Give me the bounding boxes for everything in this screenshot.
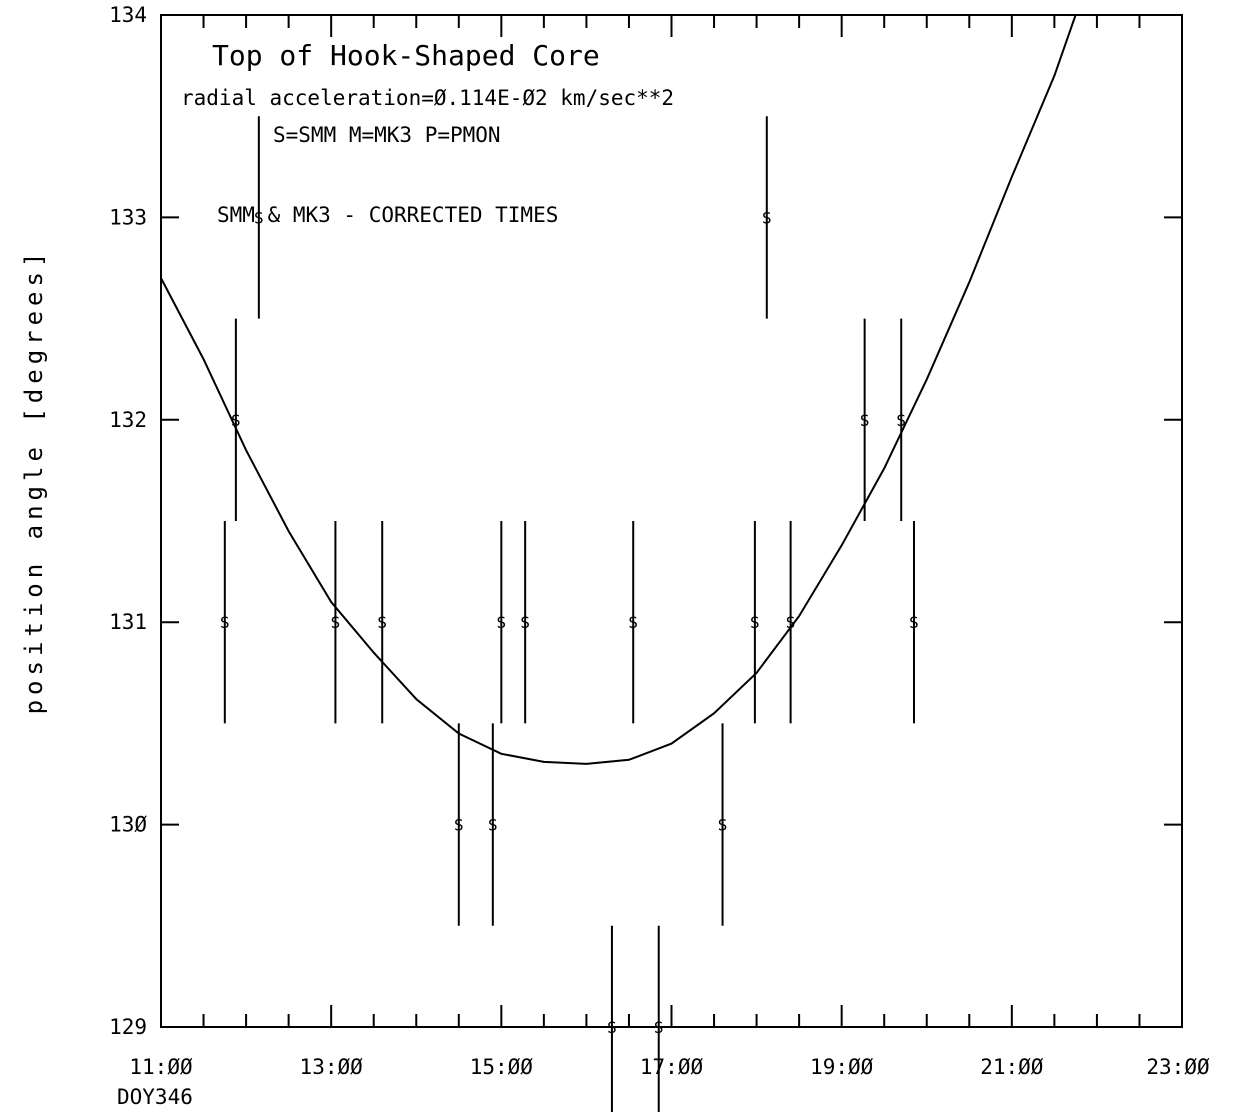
axis-ticks xyxy=(160,14,1183,1028)
x-tick-label: 19:ØØ xyxy=(810,1055,874,1079)
y-tick-label: 133 xyxy=(109,205,147,229)
point-symbol: S xyxy=(454,816,464,835)
annotation-acceleration: radial acceleration=Ø.114E-Ø2 km/sec**2 xyxy=(181,86,674,110)
point-symbol: S xyxy=(377,613,387,632)
point-symbol: S xyxy=(231,411,241,430)
annotation-corrected-times: SMM & MK3 - CORRECTED TIMES xyxy=(217,203,558,227)
data-point: S xyxy=(231,318,241,521)
data-point: S xyxy=(220,521,230,724)
data-point: S xyxy=(909,521,919,724)
point-symbol: S xyxy=(254,208,264,227)
point-symbol: S xyxy=(909,613,919,632)
data-point: S xyxy=(497,521,507,724)
x-tick-label: 23:ØØ xyxy=(1146,1055,1210,1079)
x-tick-label: 21:ØØ xyxy=(980,1055,1044,1079)
chart-title: Top of Hook-Shaped Core xyxy=(212,39,600,72)
point-symbol: S xyxy=(718,816,728,835)
point-symbol: S xyxy=(786,613,796,632)
data-point: S xyxy=(654,925,664,1112)
y-tick-label: 132 xyxy=(109,408,147,432)
y-axis-label: position angle [degrees] xyxy=(20,248,48,715)
data-point: S xyxy=(860,318,870,521)
y-tick-label: 131 xyxy=(109,610,147,634)
point-symbol: S xyxy=(520,613,530,632)
data-point: S xyxy=(254,116,264,319)
annotation-legend: S=SMM M=MK3 P=PMON xyxy=(273,123,501,147)
data-point: S xyxy=(762,116,772,319)
data-point: S xyxy=(520,521,530,724)
point-symbol: S xyxy=(896,411,906,430)
point-symbol: S xyxy=(860,411,870,430)
x-tick-label: 17:ØØ xyxy=(640,1055,704,1079)
point-symbol: S xyxy=(762,208,772,227)
x-tick-labels: 11:ØØ 13:ØØ 15:ØØ 17:ØØ 19:ØØ 21:ØØ 23:ØØ xyxy=(129,1055,1210,1079)
y-tick-label: 13Ø xyxy=(109,813,147,837)
point-symbol: S xyxy=(750,613,760,632)
plot-frame xyxy=(160,14,1183,1028)
x-tick-label: 13:ØØ xyxy=(300,1055,364,1079)
point-symbol: S xyxy=(654,1018,664,1037)
fit-curve xyxy=(160,14,1077,765)
point-symbol: S xyxy=(220,613,230,632)
point-symbol: S xyxy=(628,613,638,632)
data-point: S xyxy=(488,723,498,926)
data-point: S xyxy=(607,925,617,1112)
data-point: S xyxy=(750,521,760,724)
data-point: S xyxy=(331,521,341,724)
data-point: S xyxy=(454,723,464,926)
point-symbol: S xyxy=(607,1018,617,1037)
y-tick-label: 134 xyxy=(109,3,147,27)
data-point: S xyxy=(628,521,638,724)
x-tick-label: 11:ØØ xyxy=(129,1055,193,1079)
point-symbol: S xyxy=(497,613,507,632)
data-point: S xyxy=(786,521,796,724)
data-point: S xyxy=(377,521,387,724)
data-point: S xyxy=(896,318,906,521)
point-symbol: S xyxy=(488,816,498,835)
x-tick-label: 15:ØØ xyxy=(470,1055,534,1079)
y-tick-labels: 129 13Ø 131 132 133 134 xyxy=(109,3,147,1039)
point-symbol: S xyxy=(331,613,341,632)
data-point: S xyxy=(718,723,728,926)
x-axis-sublabel: DOY346 xyxy=(117,1085,193,1109)
y-tick-label: 129 xyxy=(109,1015,147,1039)
